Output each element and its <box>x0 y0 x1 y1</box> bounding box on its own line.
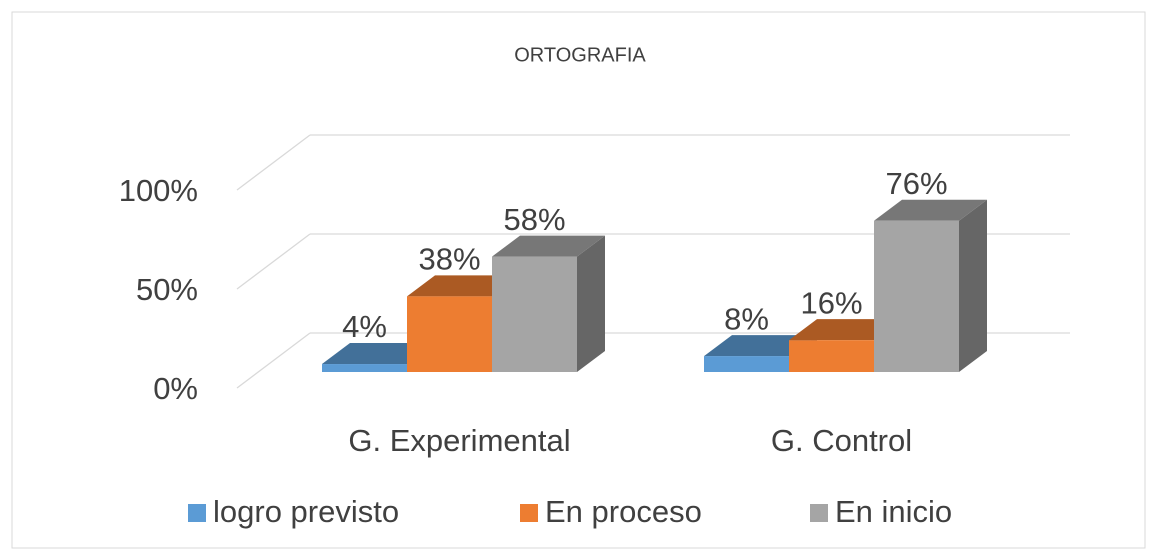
data-label: 4% <box>342 309 387 344</box>
bar <box>874 220 959 372</box>
legend-label: En inicio <box>835 494 952 529</box>
bar <box>322 364 407 372</box>
bar-top <box>492 235 605 257</box>
chart-title: ORTOGRAFIA <box>514 44 646 66</box>
y-tick-label: 50% <box>136 272 198 307</box>
data-label: 38% <box>418 242 480 277</box>
x-tick-label: G. Experimental <box>348 423 570 458</box>
bar <box>789 340 874 372</box>
data-label: 16% <box>800 285 862 320</box>
grid-line <box>236 332 311 389</box>
y-tick-label: 0% <box>153 371 198 406</box>
legend-label: En proceso <box>545 494 702 529</box>
grid-line <box>236 233 311 290</box>
bar-top <box>704 335 817 357</box>
legend-swatch <box>188 504 206 522</box>
bar-side <box>959 199 987 372</box>
data-label: 8% <box>724 301 769 336</box>
bar-top <box>874 199 987 221</box>
data-label: 76% <box>885 166 947 201</box>
bar-top <box>789 319 902 341</box>
legend-swatch <box>810 504 828 522</box>
legend-swatch <box>520 504 538 522</box>
bar <box>407 296 492 372</box>
bar-side <box>577 235 605 372</box>
bar-top <box>322 343 435 365</box>
x-tick-label: G. Control <box>771 423 912 458</box>
legend-label: logro previsto <box>213 494 399 529</box>
bar <box>492 256 577 372</box>
data-label: 58% <box>503 202 565 237</box>
y-tick-label: 100% <box>119 173 198 208</box>
bar-top <box>407 275 520 297</box>
bar <box>704 356 789 372</box>
grid-line <box>236 134 311 191</box>
